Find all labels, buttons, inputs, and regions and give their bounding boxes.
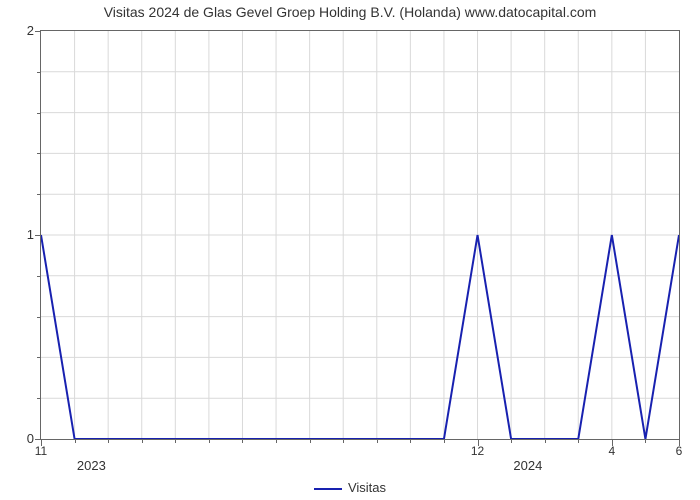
plot-area <box>40 30 680 440</box>
x-tick-label: 6 <box>676 444 683 458</box>
legend: Visitas <box>0 480 700 495</box>
y-tick-label: 0 <box>4 431 34 446</box>
x-year-label: 2023 <box>77 458 106 473</box>
x-tick-label: 4 <box>608 444 615 458</box>
x-tick-label: 12 <box>471 444 484 458</box>
x-tick-label: 11 <box>35 444 47 458</box>
plot-svg <box>41 31 679 439</box>
x-year-label: 2024 <box>513 458 542 473</box>
y-tick-label: 1 <box>4 227 34 242</box>
data-line <box>41 235 679 439</box>
legend-label: Visitas <box>348 480 386 495</box>
chart-container: Visitas 2024 de Glas Gevel Groep Holding… <box>0 0 700 500</box>
x-axis-labels: 11124620232024 <box>40 440 680 480</box>
legend-swatch <box>314 488 342 490</box>
y-tick-label: 2 <box>4 23 34 38</box>
chart-title: Visitas 2024 de Glas Gevel Groep Holding… <box>0 4 700 20</box>
